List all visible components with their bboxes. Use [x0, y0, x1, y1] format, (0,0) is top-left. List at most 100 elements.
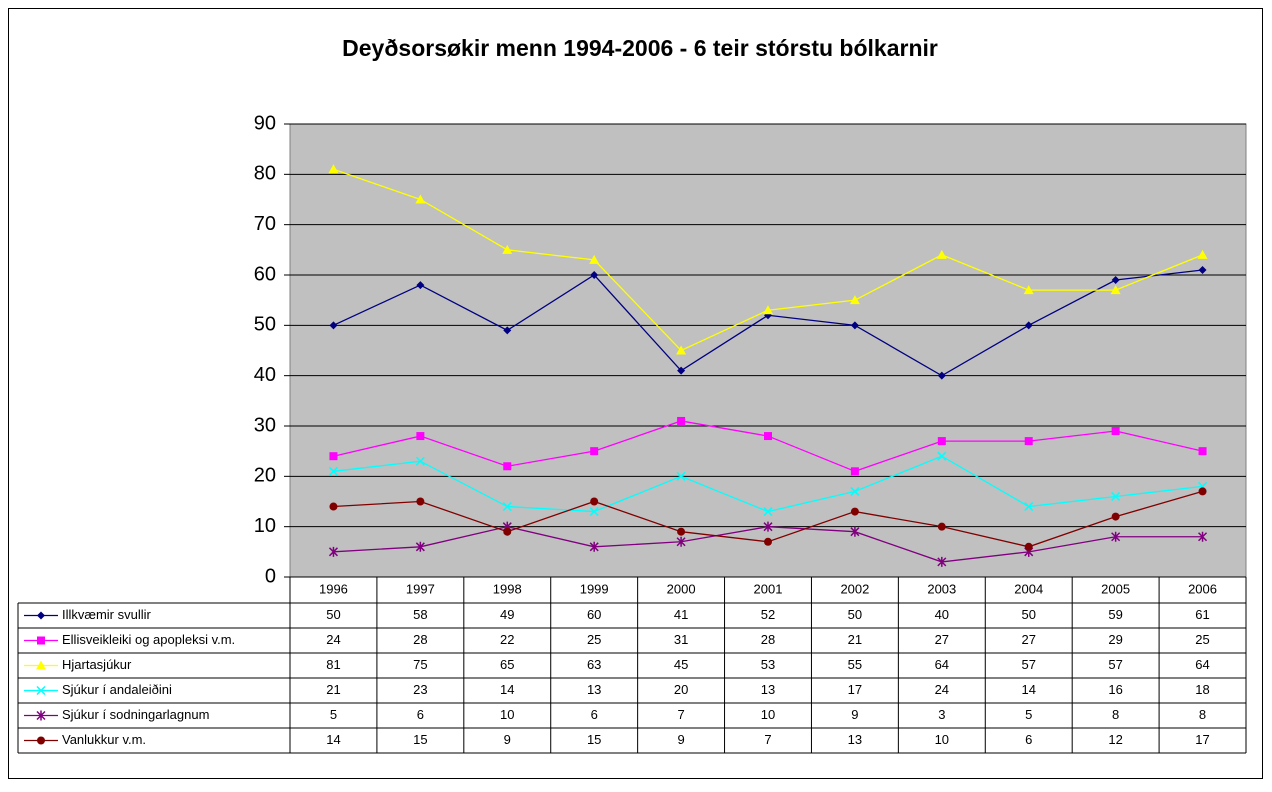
table-value: 15 [413, 732, 427, 747]
y-tick-label: 80 [254, 163, 276, 185]
x-tick-label: 1998 [493, 581, 522, 596]
y-tick-label: 40 [254, 364, 276, 386]
point [676, 471, 686, 481]
table-value: 9 [677, 732, 684, 747]
point [850, 321, 859, 330]
plot-area [289, 123, 1247, 578]
table-value: 57 [1021, 657, 1035, 672]
table-value: 64 [1195, 657, 1209, 672]
x-tick-label: 2000 [667, 581, 696, 596]
point [502, 502, 512, 512]
point [503, 462, 512, 471]
table-value: 25 [587, 632, 601, 647]
point [1198, 531, 1208, 542]
legend-label: Illkvæmir svullir [62, 607, 152, 622]
point [1111, 512, 1120, 521]
point [763, 521, 773, 532]
legend-marker [37, 636, 45, 645]
table-value: 14 [500, 682, 514, 697]
table-value: 64 [935, 657, 949, 672]
point [1024, 542, 1033, 551]
table-value: 10 [935, 732, 949, 747]
point [329, 502, 338, 511]
table-value: 41 [674, 607, 688, 622]
point [937, 522, 946, 531]
point [503, 326, 512, 335]
point [763, 507, 773, 517]
table-value: 13 [587, 682, 601, 697]
table-value: 55 [848, 657, 862, 672]
table-value: 6 [1025, 732, 1032, 747]
point [328, 466, 338, 476]
table-value: 61 [1195, 607, 1209, 622]
y-tick-label: 70 [254, 213, 276, 235]
x-tick-label: 2006 [1188, 581, 1217, 596]
point [677, 527, 686, 536]
table-value: 5 [1025, 707, 1032, 722]
table-value: 21 [326, 682, 340, 697]
point [676, 536, 686, 547]
point [849, 295, 860, 305]
point [1023, 285, 1034, 295]
y-tick-label: 0 [265, 565, 276, 587]
x-tick-label: 1997 [406, 581, 435, 596]
table-value: 10 [761, 707, 775, 722]
point [1024, 437, 1033, 446]
point [763, 305, 773, 315]
table-value: 50 [326, 607, 340, 622]
point [677, 416, 686, 425]
point [415, 456, 425, 466]
table-value: 9 [504, 732, 511, 747]
point [937, 437, 946, 446]
table-value: 21 [848, 632, 862, 647]
table-value: 20 [674, 682, 688, 697]
point [328, 164, 339, 174]
table-value: 12 [1108, 732, 1122, 747]
y-tick-label: 50 [254, 314, 276, 336]
point [937, 556, 947, 567]
point [850, 507, 859, 516]
point [1110, 285, 1121, 295]
point [589, 507, 599, 517]
table-value: 8 [1199, 707, 1206, 722]
point [1111, 491, 1121, 501]
point [764, 432, 772, 441]
legend-label: Sjúkur í sodningarlagnum [62, 707, 209, 722]
chart-title: Deyðsorsøkir menn 1994-2006 - 6 teir stó… [342, 35, 938, 61]
point [589, 254, 600, 264]
x-tick-label: 2004 [1014, 581, 1043, 596]
point [1198, 447, 1207, 456]
table-value: 45 [674, 657, 688, 672]
x-tick-label: 2003 [927, 581, 956, 596]
x-tick-label: 1999 [580, 581, 609, 596]
table-value: 81 [326, 657, 340, 672]
table-value: 57 [1108, 657, 1122, 672]
table-value: 3 [938, 707, 945, 722]
table-value: 60 [587, 607, 601, 622]
table-value: 50 [848, 607, 862, 622]
point [936, 249, 947, 259]
point [677, 366, 686, 375]
table-value: 31 [674, 632, 688, 647]
table-value: 27 [935, 632, 949, 647]
point [590, 271, 599, 279]
point [503, 527, 512, 536]
table-value: 5 [330, 707, 337, 722]
point [937, 371, 946, 380]
table-value: 7 [677, 707, 684, 722]
point [329, 321, 338, 330]
point [1111, 276, 1120, 285]
table-value: 75 [413, 657, 427, 672]
table-value: 58 [413, 607, 427, 622]
x-tick-label: 1996 [319, 581, 348, 596]
table-value: 14 [1021, 682, 1035, 697]
table-value: 10 [500, 707, 514, 722]
point [676, 345, 687, 355]
table-value: 59 [1108, 607, 1122, 622]
table-value: 17 [1195, 732, 1209, 747]
legend-marker [37, 611, 45, 620]
y-tick-label: 90 [254, 112, 276, 134]
table-value: 14 [326, 732, 340, 747]
point [1024, 321, 1033, 330]
